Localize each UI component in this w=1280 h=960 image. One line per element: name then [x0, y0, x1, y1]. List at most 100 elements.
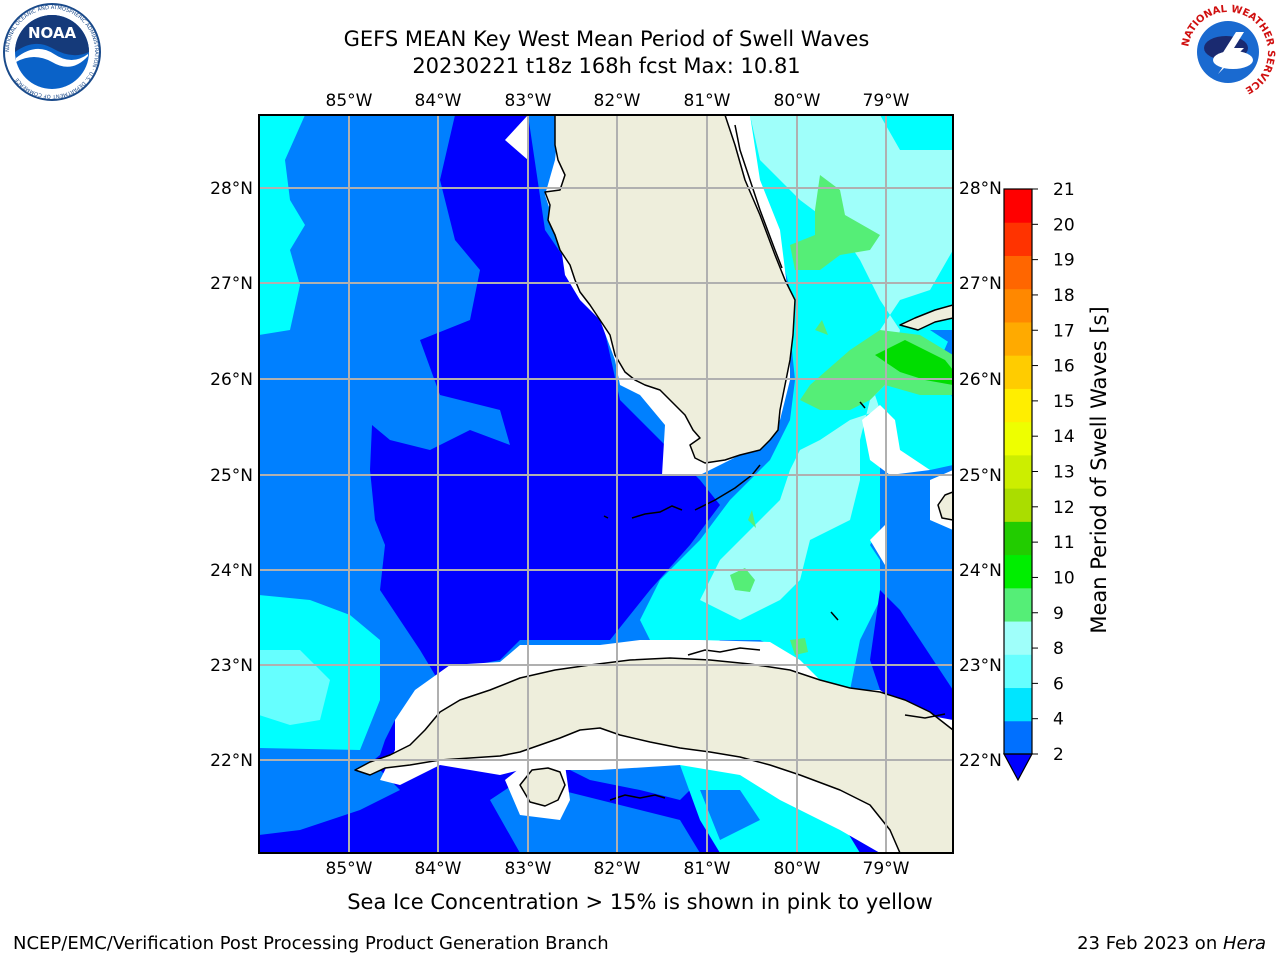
colorbar-tick-label: 4: [1053, 710, 1064, 730]
map-frame: [258, 114, 954, 854]
contour-band-10-11: [875, 340, 953, 385]
lat-labels-left: 28°N 27°N 26°N 25°N 24°N 23°N 22°N: [210, 179, 253, 771]
contour-band-west: [259, 115, 305, 335]
footer-machine: Hera: [1222, 933, 1266, 954]
colorbar-under-arrow: [1002, 753, 1034, 782]
colorbar-tick-label: 8: [1053, 639, 1064, 659]
colorbar-segment: [1004, 388, 1032, 423]
lat-label: 26°N: [210, 370, 253, 390]
lat-label: 28°N: [210, 179, 253, 199]
lat-label: 24°N: [210, 561, 253, 581]
bahamas-land-2: [937, 491, 953, 521]
contour-band-9-10-e: [815, 320, 828, 335]
lon-label: 80°W: [774, 859, 821, 879]
colorbar-tick-label: 15: [1053, 392, 1075, 412]
colorbar-segment: [1004, 222, 1032, 256]
lon-label: 85°W: [326, 91, 373, 111]
colorbar-tick-label: 11: [1053, 533, 1075, 553]
lat-label: 27°N: [959, 274, 1002, 294]
lon-label: 79°W: [863, 859, 910, 879]
contour-band-south: [259, 760, 400, 835]
colorbar-tick-label: 2: [1053, 745, 1064, 765]
colorbar-tick-label: 10: [1053, 568, 1075, 588]
map-panel: [259, 115, 953, 853]
lat-label: 24°N: [959, 561, 1002, 581]
lat-label: 23°N: [959, 656, 1002, 676]
contour-band-9-10-c: [730, 568, 755, 592]
lon-label: 84°W: [415, 91, 462, 111]
lon-label: 82°W: [594, 859, 641, 879]
colorbar: 2 4 6 8 9 10 11 12 13 14 15 16 17 18 19 20 21: [1002, 180, 1075, 782]
colorbar-segment: [1004, 587, 1032, 622]
colorbar-tick-label: 13: [1053, 463, 1075, 483]
lat-label: 23°N: [210, 656, 253, 676]
lon-labels-top: 85°W 84°W 83°W 82°W 81°W 80°W 79°W: [326, 91, 910, 111]
colorbar-tick-label: 6: [1053, 674, 1064, 694]
colorbar-segment: [1004, 255, 1032, 290]
lon-label: 85°W: [326, 859, 373, 879]
lon-label: 81°W: [684, 859, 731, 879]
colorbar-segment: [1004, 488, 1032, 522]
colorbar-tick-label: 18: [1053, 286, 1075, 306]
colorbar-segment: [1004, 421, 1032, 456]
footer-date-text: 23 Feb 2023 on: [1077, 933, 1223, 954]
lat-label: 27°N: [210, 274, 253, 294]
colorbar-tick-label: 21: [1053, 180, 1075, 200]
contour-band-9-10-d: [790, 638, 808, 655]
footer-date: 23 Feb 2023 on Hera: [1077, 933, 1266, 954]
colorbar-segment: [1004, 621, 1032, 655]
florida-land: [544, 115, 796, 464]
keys-outline: [603, 124, 946, 801]
colorbar-tick-label: 12: [1053, 498, 1075, 518]
lat-label: 26°N: [959, 370, 1002, 390]
lat-label: 22°N: [959, 751, 1002, 771]
colorbar-tick-label: 17: [1053, 321, 1075, 341]
gridlines: [259, 115, 953, 853]
colorbar-segment: [1004, 454, 1032, 489]
colorbar-segment: [1004, 720, 1032, 755]
cuba-land: [354, 657, 953, 853]
noaa-logo: NATIONAL OCEANIC AND ATMOSPHERIC ADMINIS…: [3, 3, 101, 101]
colorbar-segment: [1004, 189, 1032, 223]
lon-label: 82°W: [594, 91, 641, 111]
lon-label: 83°W: [505, 91, 552, 111]
nws-logo: NATIONAL WEATHER SERVICE: [1180, 4, 1276, 100]
isla-juventud-land: [519, 767, 566, 807]
noaa-logo-text: NOAA: [28, 24, 77, 42]
colorbar-segment: [1004, 687, 1032, 722]
colorbar-tick-label: 16: [1053, 357, 1075, 377]
lon-label: 81°W: [684, 91, 731, 111]
map-subtitle: 20230221 t18z 168h fcst Max: 10.81: [412, 54, 801, 78]
contour-band-east-north: [930, 330, 953, 345]
lon-label: 83°W: [505, 859, 552, 879]
lon-label: 84°W: [415, 859, 462, 879]
lon-label: 80°W: [774, 91, 821, 111]
colorbar-segment: [1004, 554, 1032, 589]
colorbar-segment: [1004, 521, 1032, 556]
colorbar-segment: [1004, 321, 1032, 356]
colorbar-tick-label: 19: [1053, 251, 1075, 271]
map-title: GEFS MEAN Key West Mean Period of Swell …: [343, 27, 870, 51]
land: [354, 115, 953, 853]
colorbar-label: Mean Period of Swell Waves [s]: [1087, 306, 1111, 633]
contour-band-8-9: [700, 115, 953, 620]
contour-band-9-10-f: [748, 510, 756, 528]
lon-labels-bottom: 85°W 84°W 83°W 82°W 81°W 80°W 79°W: [326, 859, 910, 879]
contour-band-cuba-south-4: [700, 790, 760, 840]
lat-label: 25°N: [959, 466, 1002, 486]
colorbar-tick-label: 14: [1053, 427, 1075, 447]
contour-band-southwest-inner: [259, 650, 330, 725]
colorbar-tick-label: 9: [1053, 604, 1064, 624]
contour-band-9-10-a: [790, 175, 880, 270]
lat-labels-right: 28°N 27°N 26°N 25°N 24°N 23°N 22°N: [959, 179, 1002, 771]
colorbar-segment: [1004, 288, 1032, 323]
footer-credit: NCEP/EMC/Verification Post Processing Pr…: [13, 933, 609, 954]
colorbar-segment: [1004, 654, 1032, 689]
lon-label: 79°W: [863, 91, 910, 111]
contour-band-2-4: [259, 115, 953, 853]
lat-label: 22°N: [210, 751, 253, 771]
contour-band-east: [870, 590, 953, 745]
colorbar-segment: [1004, 355, 1032, 389]
sea-ice-caption: Sea Ice Concentration > 15% is shown in …: [347, 890, 933, 914]
